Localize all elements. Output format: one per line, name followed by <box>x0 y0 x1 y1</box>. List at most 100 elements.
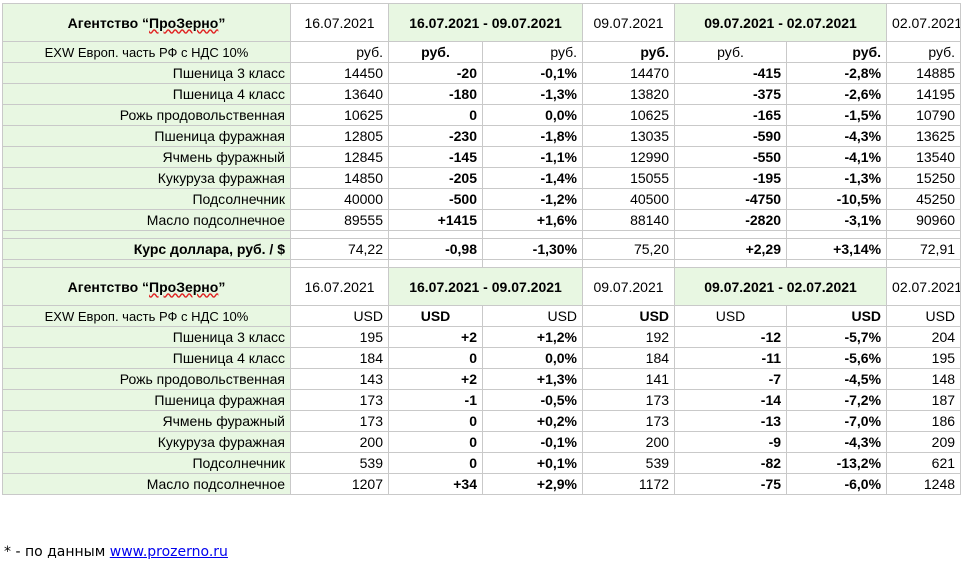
price-current: 13640 <box>290 83 389 105</box>
agency-title: Агентство “ПроЗерно” <box>2 3 291 42</box>
price-two-weeks: 621 <box>886 452 962 474</box>
agency-prefix: Агентство “ <box>67 14 150 31</box>
commodity-name: Масло подсолнечное <box>2 209 291 231</box>
change-pct-week-2: -4,3% <box>786 431 888 453</box>
commodity-name: Подсолнечник <box>2 452 291 474</box>
spacer-row <box>2 259 962 268</box>
prozerno-link[interactable]: www.prozerno.ru <box>109 544 228 560</box>
date-current: 16.07.2021 <box>290 267 389 306</box>
price-prev-week: 173 <box>582 410 676 432</box>
change-abs-week-2: -165 <box>674 104 788 126</box>
unit-cell: USD <box>388 305 483 327</box>
change-pct-week-1: +0,1% <box>481 452 584 474</box>
usd-rate-change-abs-2: +2,29 <box>674 238 788 260</box>
price-current: 40000 <box>290 188 389 210</box>
usd-row: Подсолнечник 539 0 +0,1% 539 -82 -13,2% … <box>2 452 962 474</box>
change-abs-week-1: -500 <box>388 188 483 210</box>
price-current: 200 <box>290 431 389 453</box>
commodity-name: Кукуруза фуражная <box>2 167 291 189</box>
unit-cell: руб. <box>481 41 584 63</box>
table2-header-row: Агентство “ПроЗерно” 16.07.2021 16.07.20… <box>2 267 962 306</box>
price-prev-week: 13035 <box>582 125 676 147</box>
price-current: 143 <box>290 368 389 390</box>
change-pct-week-2: -7,0% <box>786 410 888 432</box>
change-pct-week-2: -10,5% <box>786 188 888 210</box>
unit-cell: USD <box>886 305 962 327</box>
price-current: 12805 <box>290 125 389 147</box>
change-abs-week-1: +2 <box>388 368 483 390</box>
change-abs-week-1: -205 <box>388 167 483 189</box>
usd-row: Пшеница 4 класс 184 0 0,0% 184 -11 -5,6%… <box>2 347 962 369</box>
change-abs-week-1: 0 <box>388 104 483 126</box>
commodity-name: Кукуруза фуражная <box>2 431 291 453</box>
agency-suffix: ” <box>218 14 226 31</box>
change-pct-week-2: -13,2% <box>786 452 888 474</box>
change-abs-week-2: -75 <box>674 473 788 495</box>
price-two-weeks: 14885 <box>886 62 962 84</box>
change-abs-week-2: -2820 <box>674 209 788 231</box>
change-abs-week-1: 0 <box>388 452 483 474</box>
change-pct-week-1: -1,1% <box>481 146 584 168</box>
price-two-weeks: 14195 <box>886 83 962 105</box>
usd-rate-change-pct-1: -1,30% <box>481 238 584 260</box>
change-pct-week-2: -2,8% <box>786 62 888 84</box>
change-abs-week-2: -11 <box>674 347 788 369</box>
usd-row: Пшеница 3 класс 195 +2 +1,2% 192 -12 -5,… <box>2 326 962 348</box>
change-abs-week-1: -20 <box>388 62 483 84</box>
usd-row: Пшеница фуражная 173 -1 -0,5% 173 -14 -7… <box>2 389 962 411</box>
unit-cell: USD <box>582 305 676 327</box>
basis-label: EXW Европ. часть РФ с НДС 10% <box>2 305 291 327</box>
date-two-weeks: 02.07.2021 <box>886 267 962 306</box>
date-prev-week: 09.07.2021 <box>582 3 676 42</box>
commodity-name: Ячмень фуражный <box>2 410 291 432</box>
price-table: Агентство “ПроЗерно” 16.07.2021 16.07.20… <box>2 3 962 495</box>
usd-row: Масло подсолнечное 1207 +34 +2,9% 1172 -… <box>2 473 962 495</box>
price-prev-week: 141 <box>582 368 676 390</box>
commodity-name: Пшеница 4 класс <box>2 347 291 369</box>
price-prev-week: 10625 <box>582 104 676 126</box>
change-abs-week-2: -4750 <box>674 188 788 210</box>
usd-row: Ячмень фуражный 173 0 +0,2% 173 -13 -7,0… <box>2 410 962 432</box>
change-pct-week-2: -4,5% <box>786 368 888 390</box>
rub-row: Пшеница 3 класс 14450 -20 -0,1% 14470 -4… <box>2 62 962 84</box>
agency-suffix: ” <box>218 278 226 295</box>
usd-row: Кукуруза фуражная 200 0 -0,1% 200 -9 -4,… <box>2 431 962 453</box>
price-report: Агентство “ПроЗерно” 16.07.2021 16.07.20… <box>2 3 962 560</box>
usd-row: Рожь продовольственная 143 +2 +1,3% 141 … <box>2 368 962 390</box>
change-pct-week-2: -6,0% <box>786 473 888 495</box>
rub-row: Рожь продовольственная 10625 0 0,0% 1062… <box>2 104 962 126</box>
price-current: 195 <box>290 326 389 348</box>
price-current: 1207 <box>290 473 389 495</box>
commodity-name: Масло подсолнечное <box>2 473 291 495</box>
commodity-name: Пшеница 4 класс <box>2 83 291 105</box>
basis-label: EXW Европ. часть РФ с НДС 10% <box>2 41 291 63</box>
change-pct-week-2: -4,1% <box>786 146 888 168</box>
change-abs-week-1: 0 <box>388 410 483 432</box>
date-two-weeks: 02.07.2021 <box>886 3 962 42</box>
commodity-name: Рожь продовольственная <box>2 368 291 390</box>
commodity-name: Пшеница фуражная <box>2 389 291 411</box>
change-abs-week-2: -13 <box>674 410 788 432</box>
change-pct-week-2: -5,7% <box>786 326 888 348</box>
price-prev-week: 12990 <box>582 146 676 168</box>
price-current: 173 <box>290 389 389 411</box>
unit-cell: USD <box>290 305 389 327</box>
change-abs-week-2: -415 <box>674 62 788 84</box>
table2-units-row: EXW Европ. часть РФ с НДС 10% USD USD USD US… <box>2 305 962 327</box>
change-abs-week-2: -9 <box>674 431 788 453</box>
change-pct-week-2: -7,2% <box>786 389 888 411</box>
change-abs-week-1: +34 <box>388 473 483 495</box>
change-abs-week-1: -1 <box>388 389 483 411</box>
price-current: 14450 <box>290 62 389 84</box>
usd-rate-row: Курс доллара, руб. / $ 74,22 -0,98 -1,30… <box>2 238 962 260</box>
price-two-weeks: 186 <box>886 410 962 432</box>
change-pct-week-1: +2,9% <box>481 473 584 495</box>
rub-row: Кукуруза фуражная 14850 -205 -1,4% 15055… <box>2 167 962 189</box>
price-two-weeks: 13625 <box>886 125 962 147</box>
price-current: 14850 <box>290 167 389 189</box>
date-prev-week: 09.07.2021 <box>582 267 676 306</box>
commodity-name: Пшеница 3 класс <box>2 62 291 84</box>
price-two-weeks: 187 <box>886 389 962 411</box>
price-prev-week: 539 <box>582 452 676 474</box>
agency-title: Агентство “ПроЗерно” <box>2 267 291 306</box>
